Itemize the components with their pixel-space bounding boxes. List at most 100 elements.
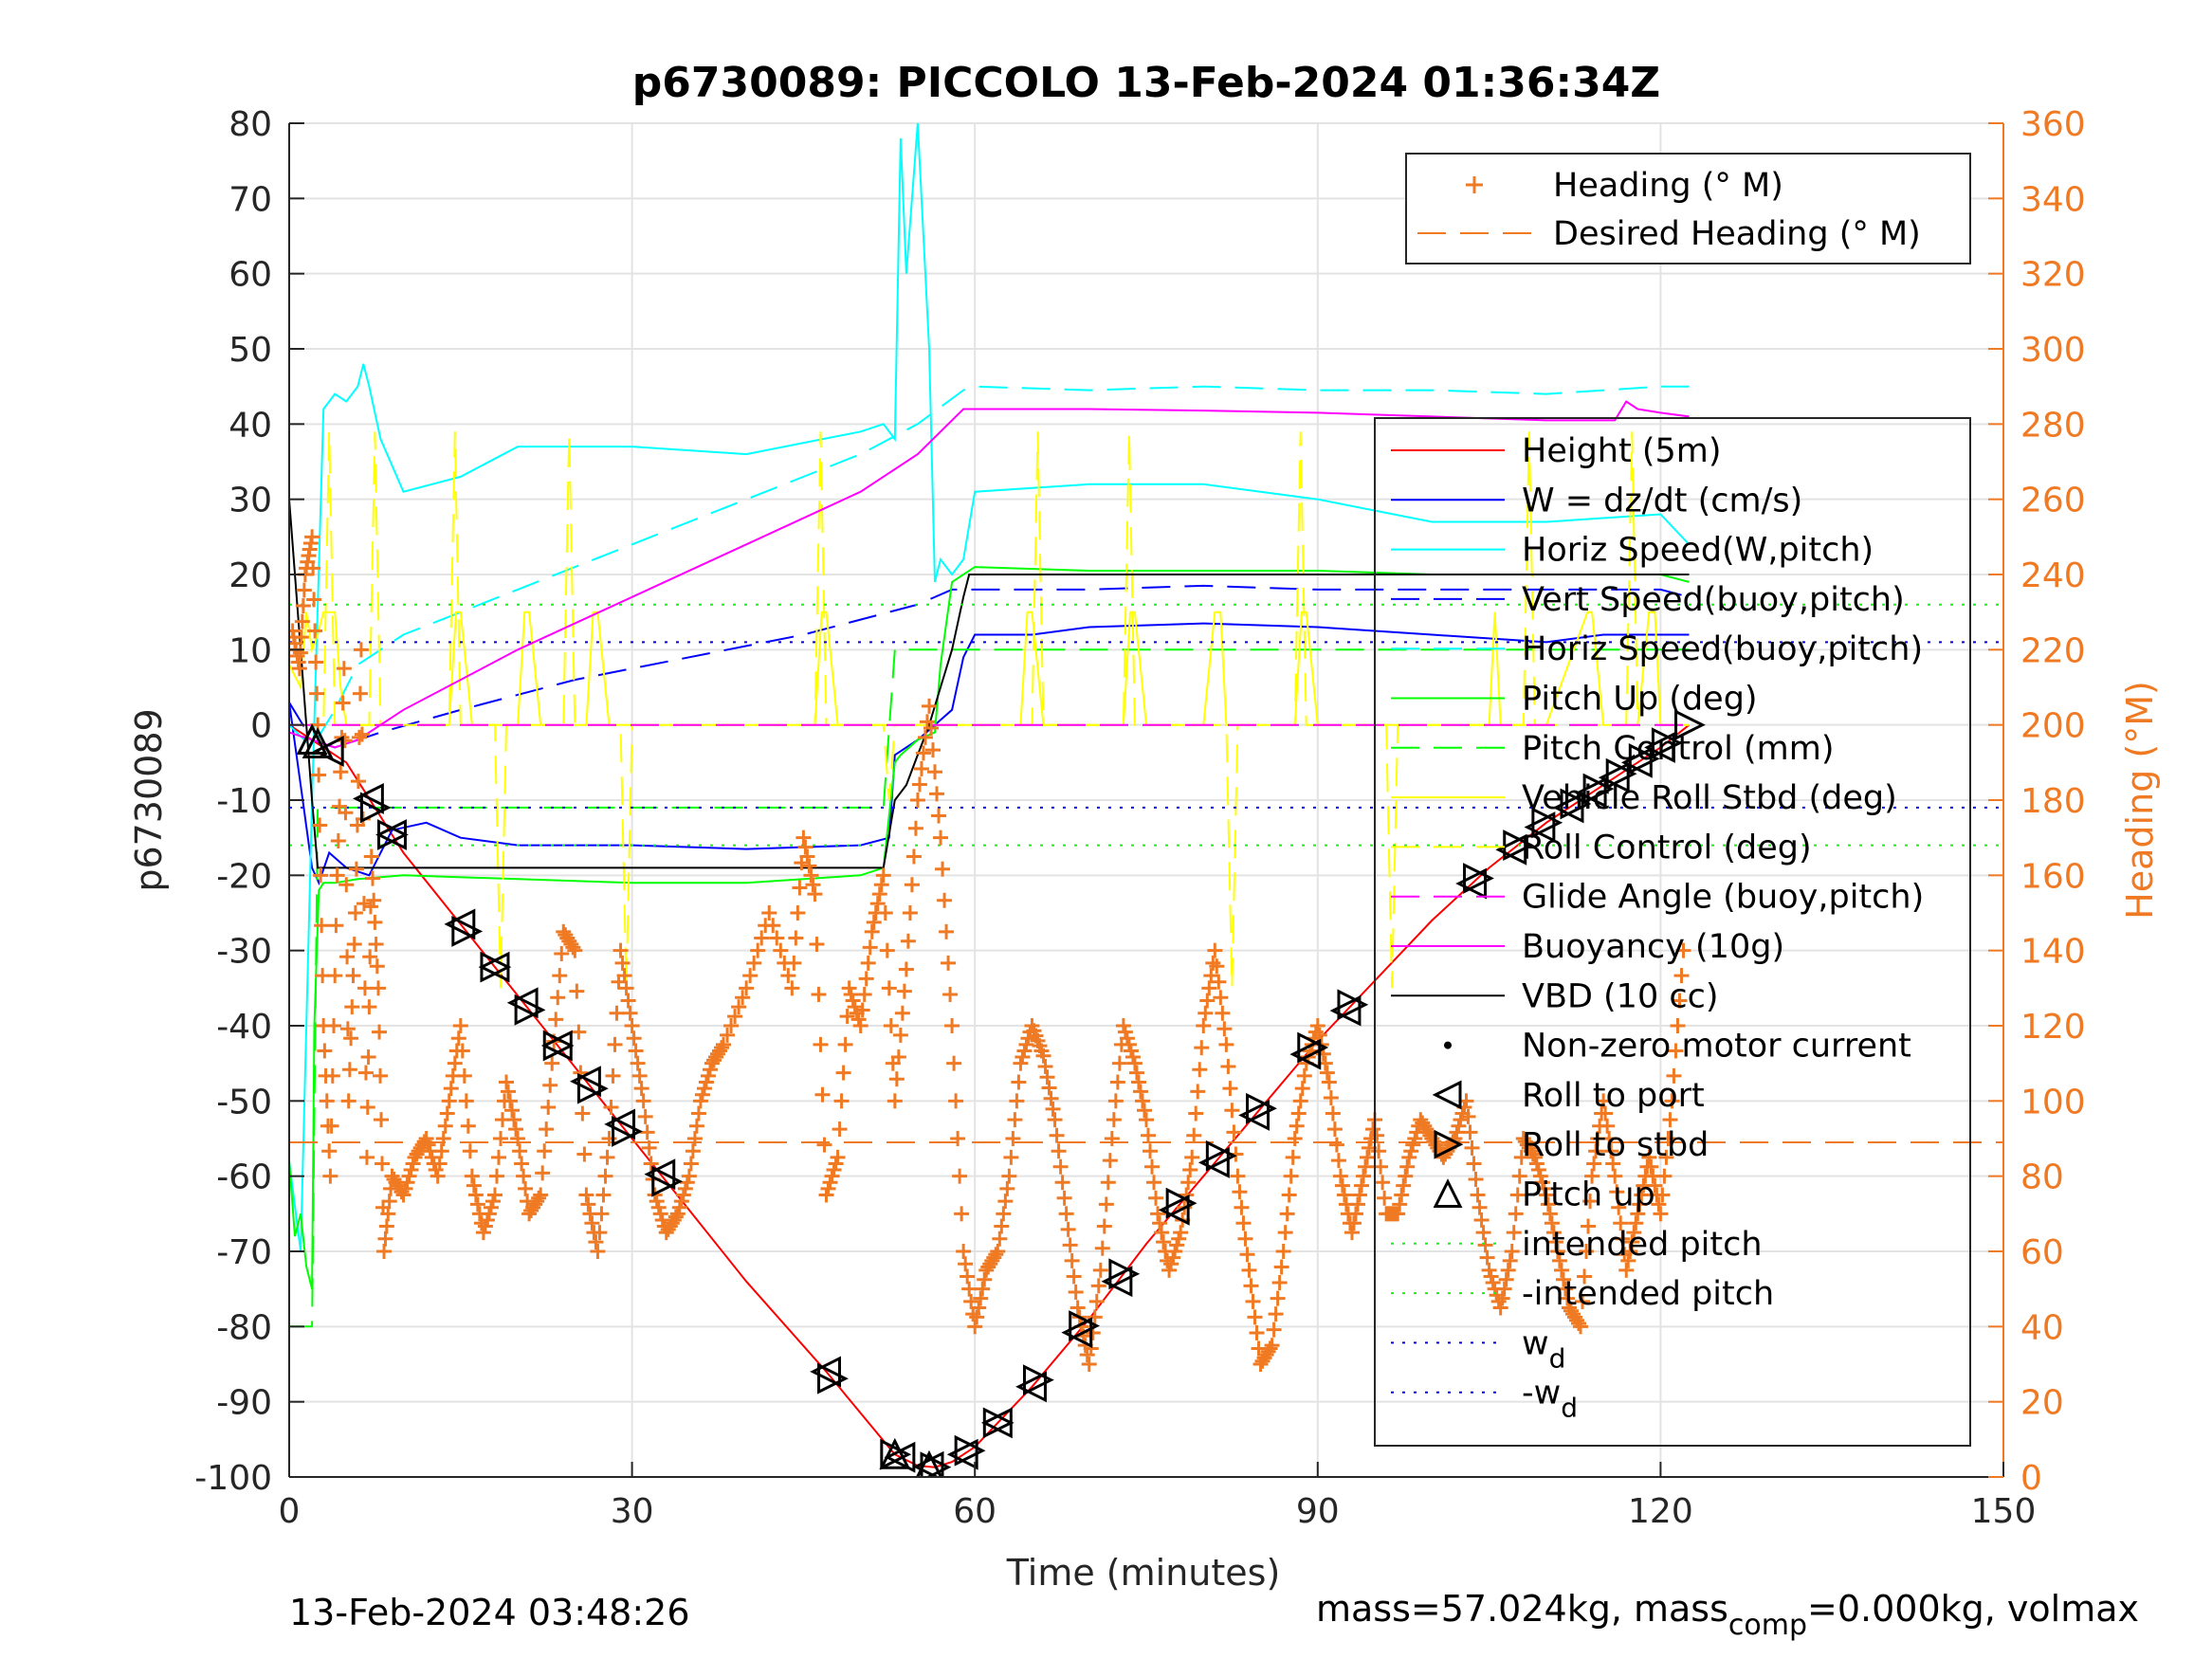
y-tick-label: 50 <box>229 331 272 370</box>
heading-point <box>624 1018 640 1033</box>
heading-point <box>900 933 916 949</box>
heading-point <box>887 1093 903 1109</box>
heading-point <box>1630 1206 1646 1222</box>
heading-point <box>518 1180 534 1196</box>
heading-point <box>1090 1278 1106 1294</box>
heading-point <box>540 1099 557 1115</box>
heading-point <box>1394 1187 1410 1203</box>
roll-to-stbd-marker <box>982 1407 1015 1439</box>
heading-point <box>361 999 377 1015</box>
heading-point <box>814 1086 831 1103</box>
heading-point <box>925 742 941 758</box>
heading-point <box>462 1143 478 1159</box>
heading-point <box>1271 1275 1288 1291</box>
heading-point <box>1104 1131 1120 1146</box>
heading-point <box>571 1024 587 1040</box>
heading-point <box>952 1168 968 1184</box>
legend-entry-subscript: d <box>1549 1342 1566 1374</box>
heading-point <box>458 1093 474 1109</box>
legend-box <box>1374 417 1971 1447</box>
heading-point <box>356 896 372 912</box>
heading-point <box>1466 1156 1482 1172</box>
x-tick-label: 30 <box>611 1492 654 1531</box>
footer-mass: mass=57.024kg, masscomp=0.000kg, volmax <box>1316 1588 2139 1642</box>
roll-to-port-marker <box>604 1108 636 1140</box>
roll-to-stbd-marker <box>1651 727 1683 759</box>
legend-sample <box>1444 1041 1452 1049</box>
heading-point <box>1180 1175 1197 1191</box>
heading-point <box>359 1099 375 1115</box>
heading-point <box>811 986 827 1002</box>
heading-point <box>1477 1237 1493 1253</box>
heading-point <box>371 980 387 996</box>
heading-point <box>961 1281 978 1297</box>
heading-point <box>832 1121 848 1138</box>
heading-point <box>1513 1149 1529 1165</box>
heading-point <box>508 1121 524 1138</box>
heading-point <box>314 918 330 934</box>
heading-point <box>575 1105 591 1121</box>
heading-point <box>584 1215 600 1231</box>
heading-point <box>1675 942 1691 958</box>
heading-point <box>803 867 819 884</box>
heading-point <box>973 1290 989 1306</box>
heading-point <box>542 1077 558 1093</box>
y2-tick-label: 100 <box>2020 1083 2086 1121</box>
heading-point <box>1390 1206 1406 1222</box>
heading-point <box>681 1168 697 1184</box>
heading-point <box>580 1196 596 1212</box>
heading-point <box>866 914 882 930</box>
heading-point <box>690 1105 706 1121</box>
heading-point <box>1349 1196 1365 1212</box>
heading-point <box>1371 1143 1387 1159</box>
legend-entry-label: Height (5m) <box>1522 432 1722 470</box>
heading-point <box>954 1206 970 1222</box>
heading-point <box>1148 1190 1164 1206</box>
heading-point <box>939 923 955 939</box>
heading-point <box>1051 1143 1067 1159</box>
y2-tick-label: 40 <box>2020 1308 2064 1347</box>
heading-point <box>975 1281 991 1297</box>
heading-point <box>357 1065 374 1081</box>
heading-point <box>1237 1231 1253 1247</box>
heading-point <box>1464 1139 1480 1156</box>
heading-point <box>576 1146 593 1162</box>
marker-layer <box>296 709 1706 1477</box>
heading-point <box>1618 1262 1635 1278</box>
heading-point <box>535 1165 551 1181</box>
heading-point <box>354 726 370 742</box>
heading-point <box>1392 1196 1408 1212</box>
heading-point <box>499 1074 515 1090</box>
y-tick-label: 0 <box>250 707 272 746</box>
heading-point <box>1143 1143 1159 1159</box>
heading-point <box>1571 1316 1587 1332</box>
heading-point <box>1336 1187 1352 1203</box>
heading-point <box>1500 1262 1516 1278</box>
heading-point <box>454 1043 470 1059</box>
heading-point <box>1609 1184 1625 1200</box>
heading-point <box>1545 1225 1562 1241</box>
heading-point <box>1582 1194 1599 1210</box>
heading-point <box>944 1018 960 1033</box>
heading-point <box>1069 1300 1086 1316</box>
heading-point <box>1111 1055 1127 1071</box>
heading-point <box>350 774 366 790</box>
heading-point <box>958 1256 974 1272</box>
heading-point <box>348 861 364 877</box>
heading-point <box>1468 1171 1484 1187</box>
heading-point <box>599 1149 615 1165</box>
legend-entry-label: Non-zero motor current <box>1522 1028 1911 1066</box>
heading-point <box>464 1168 480 1184</box>
y-tick-label: 60 <box>229 256 272 295</box>
heading-point <box>569 983 585 999</box>
heading-point <box>305 560 321 576</box>
heading-point <box>809 937 825 953</box>
heading-point <box>364 870 380 886</box>
heading-point <box>1098 1196 1114 1212</box>
roll-to-port-marker <box>1329 994 1362 1027</box>
y2-tick-label: 120 <box>2020 1008 2086 1047</box>
heading-point <box>911 776 927 793</box>
heading-point <box>902 905 918 921</box>
heading-point <box>1330 1153 1346 1169</box>
heading-point <box>431 1156 448 1172</box>
